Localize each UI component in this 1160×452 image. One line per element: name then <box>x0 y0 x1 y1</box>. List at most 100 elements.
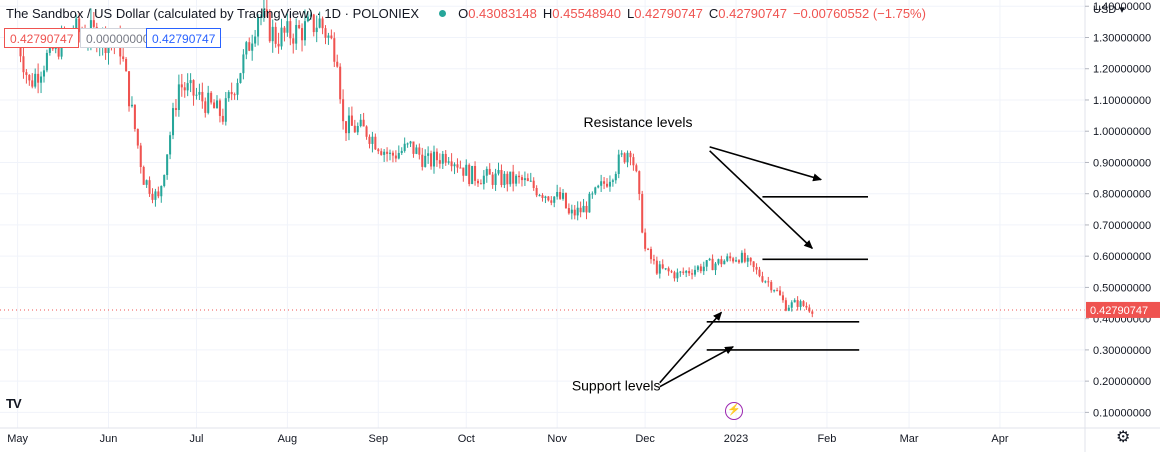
candle <box>242 49 245 80</box>
lightning-icon[interactable]: ⚡ <box>725 402 743 420</box>
candle <box>233 92 236 100</box>
candle-body <box>450 161 453 167</box>
candle <box>708 257 711 261</box>
candle-body <box>714 263 717 271</box>
candle <box>333 32 336 68</box>
candle-body <box>388 152 392 154</box>
candle <box>215 95 219 109</box>
candle-body <box>239 73 242 83</box>
candle-body <box>811 311 814 314</box>
candle <box>303 9 306 46</box>
candle <box>600 174 603 192</box>
candle <box>350 106 353 126</box>
price-axis-label: 0.30000000 <box>1093 345 1151 357</box>
candle <box>773 289 776 293</box>
candle <box>347 107 350 141</box>
spread-value: 0.00000000 <box>80 28 156 48</box>
candle <box>693 265 697 277</box>
candle <box>22 46 25 79</box>
candle <box>280 18 283 50</box>
tradingview-logo-icon[interactable]: TV <box>6 396 22 411</box>
candle-body <box>647 248 650 250</box>
candle <box>652 254 655 265</box>
candle-body <box>737 260 740 263</box>
candle-body <box>286 21 289 33</box>
currency-dropdown[interactable]: USD ▾ <box>1093 3 1125 16</box>
candle <box>735 256 738 263</box>
candle-body <box>265 9 268 12</box>
candle <box>450 153 453 172</box>
candle-body <box>746 257 749 262</box>
candle-body <box>145 180 148 185</box>
time-axis-label: Feb <box>817 433 836 445</box>
candle <box>224 91 227 126</box>
candle <box>591 191 594 199</box>
candle-body <box>544 196 547 198</box>
candle <box>438 153 441 169</box>
price-axis-label: 0.70000000 <box>1093 220 1151 232</box>
change-value: −0.00760552 (−1.75%) <box>792 5 926 21</box>
candle-body <box>215 100 219 109</box>
candle <box>570 204 573 220</box>
candle-body <box>491 174 494 185</box>
candle <box>465 159 468 176</box>
candle-body <box>386 151 389 154</box>
candle-body <box>444 153 447 163</box>
buy-price-button[interactable]: 0.42790747 <box>146 28 222 48</box>
candle <box>723 259 726 265</box>
candle <box>726 253 729 263</box>
candle-body <box>447 161 450 163</box>
gear-icon[interactable]: ⚙ <box>1116 429 1131 446</box>
candle <box>157 186 160 199</box>
candle <box>195 87 198 100</box>
candle-body <box>726 256 729 261</box>
candle-body <box>45 52 48 71</box>
candle-body <box>321 18 324 29</box>
price-axis[interactable]: 0.100000000.200000000.300000000.40000000… <box>1084 0 1160 452</box>
candle-body <box>306 16 309 22</box>
candle-body <box>805 305 808 308</box>
candle-body <box>764 281 767 283</box>
open-value: 0.43083148 <box>468 5 537 21</box>
candle-body <box>268 11 271 42</box>
candle <box>409 140 412 148</box>
candle <box>468 163 471 187</box>
candle-body <box>92 20 95 27</box>
candle <box>603 177 606 190</box>
candle <box>201 82 204 109</box>
candle-body <box>424 155 427 167</box>
candle-body <box>233 94 236 96</box>
last-price-badge <box>1086 301 1160 318</box>
candle <box>432 145 436 174</box>
candle-body <box>336 61 339 67</box>
sell-price-button[interactable]: 0.42790747 <box>4 28 80 48</box>
time-axis[interactable]: May Jun Jul Aug Sep Oct Nov Dec 2023 Feb Mar Apr <box>0 427 1160 445</box>
symbol-title[interactable]: The Sandbox / US Dollar (calculated by T… <box>6 5 420 21</box>
chevron-down-icon: ▾ <box>1119 4 1125 16</box>
candle <box>130 96 133 108</box>
candle <box>386 147 389 162</box>
candle <box>688 267 691 277</box>
support-arrow <box>659 311 723 384</box>
candle <box>658 260 661 279</box>
candle <box>737 259 740 264</box>
candle <box>177 74 180 117</box>
candle <box>383 149 386 162</box>
candle <box>564 192 567 209</box>
candle-body <box>125 58 128 72</box>
candle-body <box>526 178 529 181</box>
candle <box>682 267 685 275</box>
price-axis-label: 0.50000000 <box>1093 282 1151 294</box>
legend-header: The Sandbox / US Dollar (calculated by T… <box>6 4 926 22</box>
candle-body <box>749 257 752 262</box>
candle <box>186 73 189 97</box>
candle-body <box>324 28 327 38</box>
candle-body <box>567 208 570 214</box>
candle <box>482 170 485 190</box>
candle-body <box>283 27 286 33</box>
candle <box>717 258 720 266</box>
time-axis-label: Aug <box>278 433 298 445</box>
candle <box>544 195 547 204</box>
candle-body <box>773 290 776 292</box>
